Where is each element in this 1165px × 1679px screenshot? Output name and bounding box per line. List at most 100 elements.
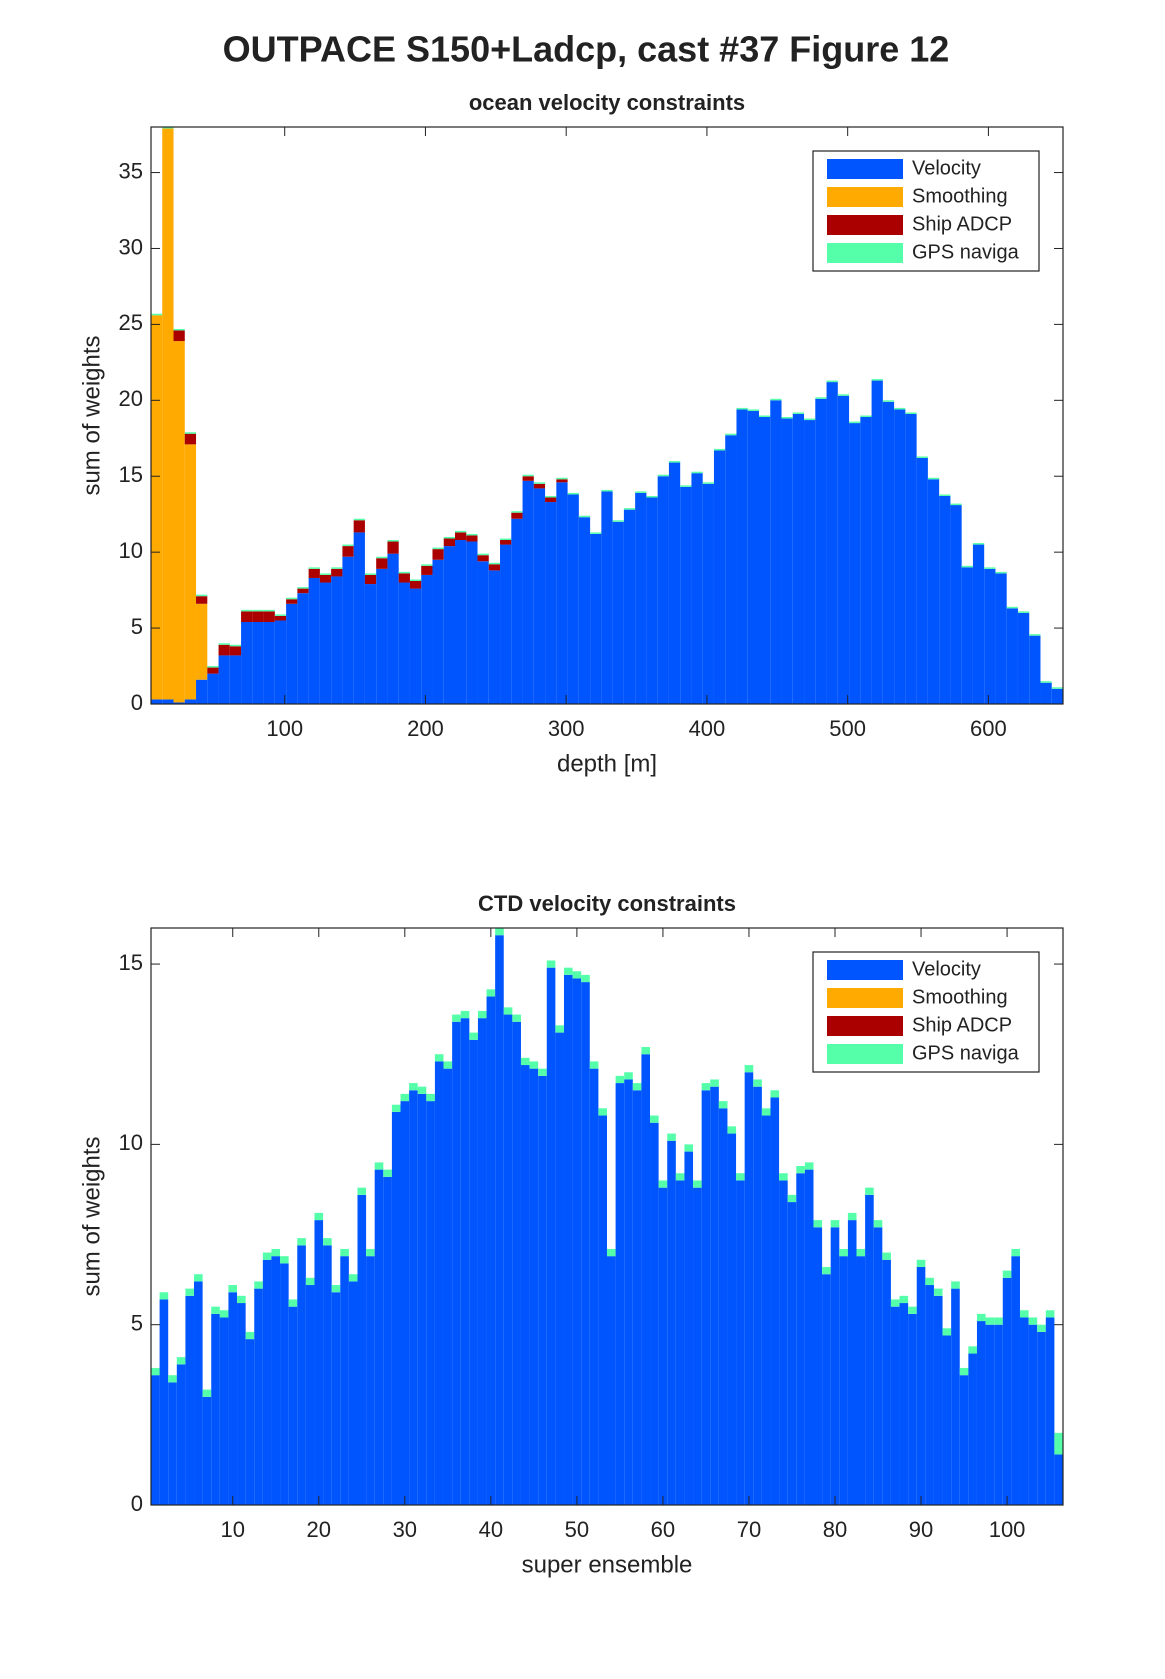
bar-segment xyxy=(1028,1317,1038,1325)
bar-segment xyxy=(959,1367,969,1376)
bar-segment xyxy=(815,397,827,399)
bar-segment xyxy=(323,1238,332,1246)
bar-segment xyxy=(847,1220,857,1505)
bar-segment xyxy=(245,1331,255,1340)
chart-panel: 10 20 30 40 50 60 70 80 90 100 0 5 10 15 CTD velocity … xyxy=(78,891,1064,1578)
bar-segment xyxy=(151,1375,160,1505)
bar-segment xyxy=(873,1220,883,1228)
bar-segment xyxy=(331,576,343,704)
bar-segment xyxy=(308,577,320,704)
bar-segment xyxy=(1051,687,1063,689)
bar-segment xyxy=(736,409,748,704)
legend-label: Smoothing xyxy=(912,986,1008,1008)
bar-segment xyxy=(675,1173,685,1181)
bar-segment xyxy=(804,418,816,421)
bar-segment xyxy=(162,699,174,704)
bar-segment xyxy=(994,1324,1003,1505)
bar-segment xyxy=(736,407,748,410)
bar-segment xyxy=(968,1353,977,1505)
bar-segment xyxy=(727,1126,737,1134)
bar-segment xyxy=(779,1180,788,1505)
bar-segment xyxy=(1006,606,1018,609)
bar-segment xyxy=(572,978,582,1505)
bar-segment xyxy=(615,1083,625,1505)
bar-segment xyxy=(297,1238,306,1246)
bar-segment xyxy=(657,476,669,704)
bar-segment xyxy=(229,644,242,647)
bar-segment xyxy=(984,567,996,569)
bar-segment xyxy=(511,518,523,704)
bar-segment xyxy=(563,974,573,1505)
bar-segment xyxy=(1037,1331,1046,1505)
bar-segment xyxy=(710,1086,719,1505)
bar-segment xyxy=(984,568,996,704)
bar-segment xyxy=(804,1162,814,1170)
bar-segment xyxy=(342,546,354,557)
bar-segment xyxy=(417,1093,427,1505)
bar-segment xyxy=(693,1187,702,1505)
bar-segment xyxy=(718,1108,728,1505)
x-tick-label: 50 xyxy=(565,1517,589,1542)
bar-segment xyxy=(753,1079,762,1087)
bar-segment xyxy=(342,556,354,704)
bar-segment xyxy=(503,1007,513,1015)
bar-segment xyxy=(702,483,714,704)
y-tick-label: 10 xyxy=(119,1130,143,1155)
x-tick-label: 400 xyxy=(689,716,726,741)
bar-segment xyxy=(581,982,590,1505)
bar-segment xyxy=(173,328,185,331)
bar-segment xyxy=(443,538,455,547)
bar-segment xyxy=(744,1072,754,1505)
bar-segment xyxy=(241,609,253,612)
bar-segment xyxy=(759,417,771,704)
bar-segment xyxy=(314,1212,324,1221)
bar-segment xyxy=(1029,635,1041,704)
bar-segment xyxy=(972,543,985,545)
bar-segment xyxy=(466,535,478,542)
bar-segment xyxy=(581,974,590,983)
bar-segment xyxy=(522,480,534,704)
x-tick-label: 30 xyxy=(393,1517,417,1542)
bar-segment xyxy=(899,1303,909,1505)
bar-segment xyxy=(680,485,692,487)
bar-segment xyxy=(173,341,185,703)
bar-segment xyxy=(477,555,489,562)
bar-segment xyxy=(890,1299,900,1307)
y-tick-label: 0 xyxy=(131,690,143,715)
bar-segment xyxy=(684,1151,694,1505)
bar-segment xyxy=(624,1072,633,1080)
bar-segment xyxy=(387,540,399,542)
bar-segment xyxy=(500,538,512,541)
bar-segment xyxy=(578,515,591,518)
bar-segment xyxy=(985,1317,995,1325)
bar-segment xyxy=(667,1133,676,1141)
bar-segment xyxy=(409,581,422,589)
bar-segment xyxy=(274,615,287,621)
bar-segment xyxy=(219,1317,229,1505)
bar-segment xyxy=(254,1281,263,1289)
bar-segment xyxy=(865,1187,874,1195)
bar-segment xyxy=(421,574,433,704)
bar-segment xyxy=(787,1202,797,1505)
bar-segment xyxy=(589,1061,599,1069)
bar-segment xyxy=(667,1140,676,1505)
bar-segment xyxy=(176,1357,186,1365)
bar-segment xyxy=(376,556,388,559)
bar-segment xyxy=(927,479,940,704)
bar-segment xyxy=(781,417,793,419)
bar-segment xyxy=(331,1292,341,1505)
bar-segment xyxy=(668,462,681,704)
bar-segment xyxy=(545,502,557,704)
bar-segment xyxy=(262,1259,272,1505)
legend-swatch xyxy=(827,159,903,179)
bar-segment xyxy=(495,928,504,936)
bar-segment xyxy=(813,1227,823,1505)
bar-segment xyxy=(218,644,230,656)
bar-segment xyxy=(658,1187,668,1505)
bar-segment xyxy=(1011,1248,1020,1257)
bar-segment xyxy=(572,971,582,979)
bar-segment xyxy=(908,1306,917,1314)
bar-segment xyxy=(357,1194,367,1505)
bar-segment xyxy=(500,540,512,545)
bar-segment xyxy=(813,1220,823,1228)
